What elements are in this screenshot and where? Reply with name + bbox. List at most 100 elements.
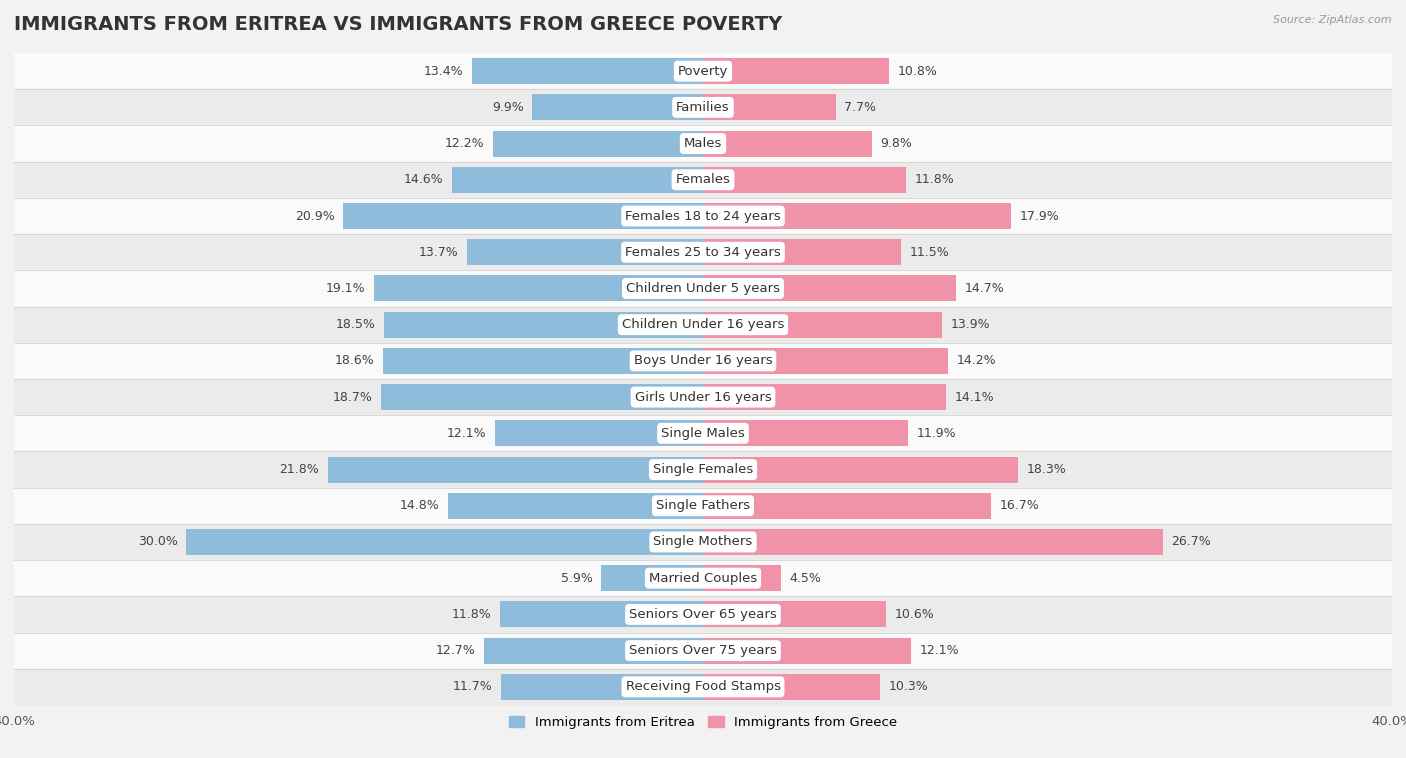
Text: 7.7%: 7.7%	[844, 101, 876, 114]
Text: Receiving Food Stamps: Receiving Food Stamps	[626, 681, 780, 694]
Bar	[703, 275, 956, 302]
Bar	[449, 493, 703, 518]
Text: Girls Under 16 years: Girls Under 16 years	[634, 390, 772, 403]
Bar	[472, 58, 703, 84]
Bar	[703, 637, 911, 664]
Text: 14.7%: 14.7%	[965, 282, 1004, 295]
Bar	[14, 161, 1392, 198]
Text: 4.5%: 4.5%	[789, 572, 821, 584]
Text: Source: ZipAtlas.com: Source: ZipAtlas.com	[1274, 15, 1392, 25]
Text: 12.1%: 12.1%	[920, 644, 960, 657]
Bar	[14, 234, 1392, 271]
Bar	[14, 379, 1392, 415]
Text: Children Under 16 years: Children Under 16 years	[621, 318, 785, 331]
Bar	[703, 58, 889, 84]
Text: 19.1%: 19.1%	[326, 282, 366, 295]
Bar	[328, 456, 703, 483]
Text: 26.7%: 26.7%	[1171, 535, 1211, 549]
Text: Seniors Over 65 years: Seniors Over 65 years	[628, 608, 778, 621]
Text: 17.9%: 17.9%	[1019, 209, 1060, 223]
Bar	[495, 420, 703, 446]
Bar	[703, 493, 991, 518]
Bar	[703, 312, 942, 338]
Text: Females 25 to 34 years: Females 25 to 34 years	[626, 246, 780, 258]
Text: 9.8%: 9.8%	[880, 137, 912, 150]
Bar	[451, 167, 703, 193]
Text: 9.9%: 9.9%	[492, 101, 524, 114]
Bar	[14, 306, 1392, 343]
Text: 12.1%: 12.1%	[446, 427, 486, 440]
Text: 10.6%: 10.6%	[894, 608, 934, 621]
Text: 11.8%: 11.8%	[451, 608, 491, 621]
Bar	[14, 632, 1392, 669]
Bar	[14, 53, 1392, 89]
Text: 11.5%: 11.5%	[910, 246, 949, 258]
Text: 18.7%: 18.7%	[332, 390, 373, 403]
Bar	[703, 203, 1011, 229]
Bar	[14, 343, 1392, 379]
Text: Single Females: Single Females	[652, 463, 754, 476]
Bar	[14, 669, 1392, 705]
Text: 10.8%: 10.8%	[897, 64, 938, 77]
Bar	[14, 271, 1392, 306]
Text: Single Mothers: Single Mothers	[654, 535, 752, 549]
Bar	[703, 565, 780, 591]
Text: Children Under 5 years: Children Under 5 years	[626, 282, 780, 295]
Text: 14.1%: 14.1%	[955, 390, 994, 403]
Legend: Immigrants from Eritrea, Immigrants from Greece: Immigrants from Eritrea, Immigrants from…	[503, 710, 903, 735]
Text: 18.6%: 18.6%	[335, 355, 374, 368]
Bar	[14, 524, 1392, 560]
Text: 14.6%: 14.6%	[404, 174, 443, 186]
Bar	[703, 456, 1018, 483]
Bar	[703, 94, 835, 121]
Bar	[502, 674, 703, 700]
Text: Families: Families	[676, 101, 730, 114]
Bar	[703, 240, 901, 265]
Text: 13.9%: 13.9%	[950, 318, 991, 331]
Text: 12.2%: 12.2%	[444, 137, 484, 150]
Text: 18.5%: 18.5%	[336, 318, 375, 331]
Bar	[384, 312, 703, 338]
Text: 11.7%: 11.7%	[453, 681, 494, 694]
Bar	[14, 560, 1392, 597]
Bar	[14, 198, 1392, 234]
Text: IMMIGRANTS FROM ERITREA VS IMMIGRANTS FROM GREECE POVERTY: IMMIGRANTS FROM ERITREA VS IMMIGRANTS FR…	[14, 15, 782, 34]
Text: 30.0%: 30.0%	[138, 535, 177, 549]
Text: Boys Under 16 years: Boys Under 16 years	[634, 355, 772, 368]
Text: Single Males: Single Males	[661, 427, 745, 440]
Text: Single Fathers: Single Fathers	[657, 500, 749, 512]
Bar	[381, 384, 703, 410]
Text: 13.4%: 13.4%	[425, 64, 464, 77]
Text: 18.3%: 18.3%	[1026, 463, 1067, 476]
Bar	[703, 674, 880, 700]
Text: Seniors Over 75 years: Seniors Over 75 years	[628, 644, 778, 657]
Text: 5.9%: 5.9%	[561, 572, 593, 584]
Bar	[703, 420, 908, 446]
Bar	[703, 601, 886, 628]
Bar	[703, 348, 948, 374]
Bar	[533, 94, 703, 121]
Bar	[602, 565, 703, 591]
Text: Males: Males	[683, 137, 723, 150]
Bar	[467, 240, 703, 265]
Text: 12.7%: 12.7%	[436, 644, 475, 657]
Text: 21.8%: 21.8%	[280, 463, 319, 476]
Bar	[14, 487, 1392, 524]
Text: 10.3%: 10.3%	[889, 681, 929, 694]
Text: 13.7%: 13.7%	[419, 246, 458, 258]
Bar	[374, 275, 703, 302]
Text: 11.8%: 11.8%	[915, 174, 955, 186]
Bar	[382, 348, 703, 374]
Text: Females 18 to 24 years: Females 18 to 24 years	[626, 209, 780, 223]
Text: Females: Females	[675, 174, 731, 186]
Bar	[14, 415, 1392, 452]
Bar	[703, 167, 907, 193]
Bar	[703, 529, 1163, 555]
Bar	[14, 597, 1392, 632]
Text: Poverty: Poverty	[678, 64, 728, 77]
Bar	[703, 384, 946, 410]
Bar	[499, 601, 703, 628]
Bar	[14, 452, 1392, 487]
Bar	[703, 130, 872, 157]
Text: Married Couples: Married Couples	[650, 572, 756, 584]
